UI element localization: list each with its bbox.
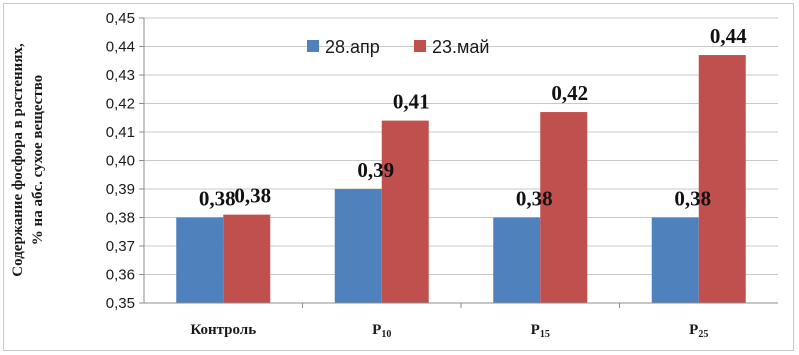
y-tick-label: 0,36 <box>106 267 135 284</box>
bar-series-2 <box>381 120 429 303</box>
data-label: 0,41 <box>393 90 430 114</box>
legend-swatch-series-1 <box>307 40 319 52</box>
x-tick-labels: Контроль P10 P15 P25 <box>190 303 708 340</box>
x-tick-label: P10 <box>372 322 391 340</box>
y-tick-label: 0,43 <box>106 67 135 84</box>
y-axis-title-line2: % на абс. сухое вещество <box>30 75 46 245</box>
bar-series-1 <box>651 217 699 303</box>
bar-series-2 <box>698 55 746 303</box>
y-tick-label: 0,42 <box>106 96 135 113</box>
y-axis-title-line1: Содержание фосфора в растениях, <box>10 43 26 277</box>
data-label: 0,38 <box>199 187 236 211</box>
data-label: 0,39 <box>357 158 394 182</box>
legend: 28.апр 23.май <box>307 37 489 57</box>
x-tick-label: P15 <box>531 322 550 340</box>
y-axis-title: Содержание фосфора в растениях, % на абс… <box>10 43 46 277</box>
y-tick-label: 0,41 <box>106 124 135 141</box>
y-tick-label: 0,35 <box>106 295 135 312</box>
x-tick-label: P25 <box>689 322 708 340</box>
y-tick-label: 0,40 <box>106 153 135 170</box>
legend-label-series-1: 28.апр <box>325 37 380 57</box>
bars <box>176 55 746 303</box>
y-tick-label: 0,37 <box>106 238 135 255</box>
y-tick-label: 0,45 <box>106 10 135 27</box>
y-tick-label: 0,44 <box>106 39 135 56</box>
legend-label-series-2: 23.май <box>432 37 489 57</box>
data-labels: 0,380,380,390,410,380,420,380,44 <box>199 24 747 210</box>
y-tick-label: 0,38 <box>106 210 135 227</box>
legend-swatch-series-2 <box>414 40 426 52</box>
x-tick-label: Контроль <box>190 322 256 338</box>
data-label: 0,38 <box>234 184 271 208</box>
data-label: 0,44 <box>710 24 747 48</box>
bar-series-2 <box>223 214 271 303</box>
bar-series-2 <box>540 112 588 303</box>
data-label: 0,38 <box>674 187 711 211</box>
y-tick-label: 0,39 <box>106 181 135 198</box>
bar-series-1 <box>176 217 224 303</box>
bar-series-1 <box>334 189 382 303</box>
data-label: 0,38 <box>516 187 553 211</box>
bar-series-1 <box>493 217 541 303</box>
y-tick-labels: 0,35 0,36 0,37 0,38 0,39 0,40 0,41 0,42 0,43 0,44… <box>106 10 135 312</box>
data-label: 0,42 <box>551 81 588 105</box>
